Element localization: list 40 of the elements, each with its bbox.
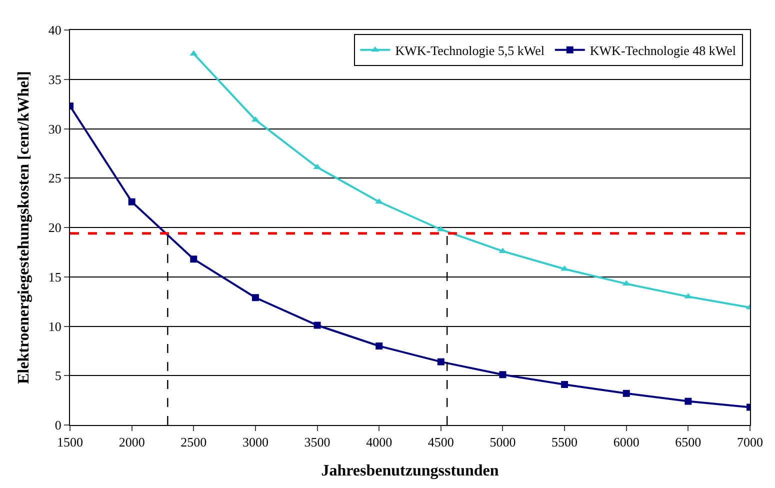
x-tick-label: 7000 <box>737 434 763 450</box>
point <box>437 358 444 366</box>
x-axis-title: Jahresbenutzungsstunden <box>321 462 499 480</box>
point <box>313 164 322 170</box>
point <box>376 342 383 350</box>
x-tick-label: 6500 <box>675 434 702 450</box>
x-tick-label: 5000 <box>490 434 516 450</box>
y-tick-label: 40 <box>48 22 62 38</box>
y-tick-label: 25 <box>48 170 62 186</box>
x-tick-label: 3000 <box>242 434 268 450</box>
point <box>499 371 506 378</box>
point <box>560 265 569 271</box>
x-tick-label: 6000 <box>613 434 640 450</box>
point <box>684 398 692 405</box>
point <box>252 294 259 302</box>
y-axis-title: Elektroenergiegestehungskosten [cent/kWhel] <box>15 70 32 384</box>
y-tick-label: 30 <box>48 121 62 136</box>
point <box>251 116 260 122</box>
y-tick-label: 0 <box>54 418 62 433</box>
legend-label: KWK-Technologie 48 kWel <box>590 42 736 58</box>
x-tick-label: 4500 <box>428 434 454 450</box>
y-tick-label: 35 <box>48 72 62 87</box>
point <box>622 390 630 397</box>
point <box>622 280 630 286</box>
y-tick-label: 20 <box>48 220 62 236</box>
x-tick-label: 2000 <box>118 434 145 450</box>
point <box>314 322 321 329</box>
point <box>561 381 568 388</box>
point <box>375 198 384 204</box>
point <box>190 256 198 263</box>
point <box>128 198 136 206</box>
y-tick-label: 5 <box>54 368 62 384</box>
legend-label: KWK-Technologie 5,5 kWel <box>395 42 545 58</box>
x-tick-label: 2500 <box>180 434 207 450</box>
x-tick-label: 4000 <box>366 434 392 450</box>
y-tick-label: 10 <box>48 318 62 334</box>
y-tick-label: 15 <box>48 269 62 284</box>
x-tick-label: 5500 <box>552 434 578 450</box>
x-tick-label: 1500 <box>57 434 83 450</box>
x-tick-label: 3500 <box>304 434 330 450</box>
